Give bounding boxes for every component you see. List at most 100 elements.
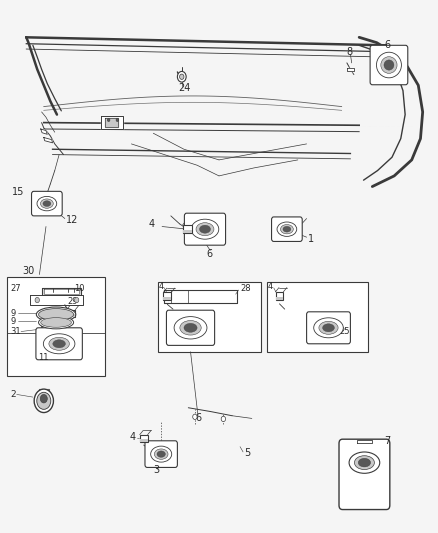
Text: 6: 6 [195,414,201,423]
Bar [163,292,171,301]
Text: 27: 27 [10,285,21,293]
Polygon shape [164,290,237,303]
Text: 9: 9 [10,317,15,326]
Text: 31: 31 [10,327,21,336]
Text: 12: 12 [55,338,65,346]
Bar [140,435,148,441]
FancyBboxPatch shape [36,328,82,360]
Text: 6: 6 [385,40,391,50]
Polygon shape [39,389,42,392]
Ellipse shape [154,449,168,459]
Ellipse shape [53,340,65,348]
Ellipse shape [39,309,74,320]
Ellipse shape [322,324,335,332]
Polygon shape [44,289,79,294]
Bar [267,282,368,352]
FancyBboxPatch shape [184,213,226,245]
Ellipse shape [314,318,343,338]
Text: 4: 4 [129,432,135,442]
Ellipse shape [174,317,207,339]
Ellipse shape [384,60,394,70]
Ellipse shape [157,451,166,457]
Ellipse shape [36,307,76,322]
FancyBboxPatch shape [339,439,390,510]
Circle shape [193,414,197,419]
Bar [183,225,192,233]
FancyBboxPatch shape [370,45,408,85]
Text: 30: 30 [22,266,34,276]
Polygon shape [101,116,123,129]
Text: 3: 3 [153,465,159,475]
Bar [183,230,192,233]
Text: 9: 9 [10,309,15,318]
Bar [140,439,148,441]
Text: 4: 4 [149,219,155,229]
Circle shape [37,392,51,409]
Circle shape [34,389,53,413]
Ellipse shape [358,458,371,467]
Text: 25: 25 [339,327,350,336]
FancyBboxPatch shape [307,312,350,344]
Text: 6: 6 [207,249,213,259]
Ellipse shape [376,52,401,78]
Ellipse shape [184,324,197,332]
Text: 4: 4 [159,282,164,291]
Polygon shape [347,68,354,71]
Ellipse shape [191,219,219,239]
Text: 10: 10 [74,285,85,293]
Polygon shape [30,295,83,305]
FancyBboxPatch shape [166,310,215,345]
Ellipse shape [319,321,338,334]
Text: 12: 12 [66,215,78,225]
Ellipse shape [180,320,201,335]
Bar [276,296,283,300]
Text: 11: 11 [39,353,49,361]
Ellipse shape [196,223,214,236]
Bar [7,277,105,376]
Text: 4: 4 [268,282,273,291]
Ellipse shape [151,446,172,462]
Ellipse shape [49,337,69,350]
Polygon shape [41,129,47,134]
Text: 2: 2 [10,390,16,399]
Ellipse shape [199,225,211,233]
Circle shape [116,118,119,122]
Ellipse shape [43,334,75,354]
FancyBboxPatch shape [272,217,302,241]
Text: 28: 28 [240,285,251,293]
Polygon shape [105,118,118,127]
Ellipse shape [280,224,293,234]
Text: 6: 6 [185,329,190,337]
Circle shape [221,416,226,422]
Bar [158,282,261,352]
Text: 15: 15 [12,187,25,197]
Circle shape [180,74,184,79]
Text: 1: 1 [307,234,314,244]
Text: 5: 5 [244,448,251,458]
Ellipse shape [277,222,297,237]
FancyBboxPatch shape [32,191,62,216]
Bar [163,297,171,301]
Polygon shape [357,440,372,443]
Ellipse shape [40,199,53,208]
Circle shape [74,297,79,303]
Circle shape [35,297,39,303]
Ellipse shape [283,227,291,232]
Ellipse shape [349,452,380,473]
Bar [67,314,75,317]
Text: 29: 29 [68,297,78,305]
Polygon shape [44,138,53,143]
Bar [67,310,75,317]
Ellipse shape [41,318,71,327]
Ellipse shape [37,197,57,211]
Bar [276,292,283,300]
Text: 24: 24 [179,83,191,93]
Ellipse shape [381,56,397,74]
Text: 8: 8 [346,47,352,57]
Ellipse shape [354,456,374,470]
Circle shape [107,118,110,122]
Polygon shape [42,288,81,295]
Ellipse shape [39,316,74,329]
Polygon shape [46,389,49,392]
Circle shape [40,394,47,403]
